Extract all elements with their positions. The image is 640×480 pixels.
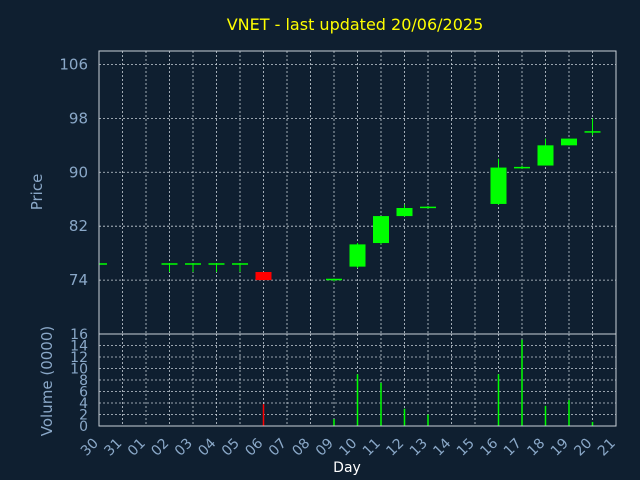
day-axis-label: Day (333, 460, 361, 476)
price-axis-label: Price (28, 174, 46, 211)
candle-body (561, 138, 577, 146)
day-tick-label: 08 (289, 436, 313, 460)
day-tick-label: 06 (242, 435, 266, 459)
day-tick-label: 01 (125, 436, 149, 460)
volume-bar (380, 382, 382, 426)
candle-body (584, 131, 601, 133)
price-tick-label: 74 (69, 271, 88, 289)
day-tick-label: 19 (548, 436, 572, 460)
volume-tick-label: 12 (70, 350, 88, 366)
day-tick-label: 30 (78, 436, 102, 460)
candle-body (99, 263, 107, 265)
day-tick-label: 31 (101, 436, 125, 460)
day-tick-label: 12 (383, 436, 407, 460)
day-tick-label: 04 (195, 435, 219, 459)
day-tick-label: 14 (430, 435, 454, 459)
price-tick-label: 82 (69, 217, 88, 235)
candle-body (185, 263, 201, 265)
candle-body (514, 166, 530, 169)
day-tick-label: 03 (172, 436, 196, 460)
candle-body (161, 263, 178, 265)
volume-bar (356, 374, 359, 426)
candles (99, 118, 601, 282)
volume-bar (591, 421, 594, 426)
volume-tick-label: 4 (79, 396, 88, 412)
volume-bars (262, 339, 594, 426)
day-tick-label: 18 (524, 436, 548, 460)
volume-bar (497, 374, 500, 426)
volume-bar (262, 404, 265, 426)
volume-bar (403, 408, 406, 426)
price-grid (99, 51, 616, 334)
volume-tick-label: 6 (79, 385, 88, 401)
volume-tick-label: 14 (70, 339, 88, 355)
candle-body (349, 244, 366, 267)
volume-tick-label: 0 (79, 419, 88, 435)
volume-bar (568, 400, 570, 426)
candle-body (373, 216, 389, 244)
volume-bar (427, 414, 429, 426)
volume-bar (333, 419, 335, 426)
day-tick-label: 20 (571, 436, 595, 460)
candle-body (490, 167, 507, 204)
day-tick-label: 11 (360, 436, 384, 460)
volume-bar (521, 339, 523, 426)
volume-tick-label: 16 (70, 327, 88, 343)
price-tick-label: 106 (59, 55, 88, 73)
volume-tick-label: 8 (79, 373, 88, 389)
candle-body (255, 272, 272, 281)
candle-body (326, 278, 342, 281)
price-tick-label: 90 (69, 163, 88, 181)
candle-body (232, 263, 248, 265)
day-tick-label: 07 (266, 436, 290, 460)
candle-body (396, 207, 413, 217)
price-tick-label: 98 (69, 109, 88, 127)
day-tick-label: 16 (477, 435, 501, 459)
day-tick-label: 10 (336, 436, 360, 460)
volume-axis-label: Volume (0000) (38, 326, 56, 436)
volume-tick-label: 10 (70, 362, 88, 378)
volume-bar (544, 405, 547, 426)
day-tick-label: 05 (219, 436, 243, 460)
chart-title: VNET - last updated 20/06/2025 (227, 15, 484, 34)
day-tick-label: 21 (595, 436, 619, 460)
day-tick-label: 13 (407, 436, 431, 460)
day-tick-label: 09 (313, 436, 337, 460)
candle-body (208, 263, 225, 265)
day-tick-label: 15 (454, 436, 478, 460)
volume-panel-frame (98, 333, 617, 427)
candle-body (537, 145, 554, 166)
volume-tick-label: 2 (79, 408, 88, 424)
candle-body (420, 206, 436, 209)
day-tick-label: 17 (501, 436, 525, 460)
day-tick-label: 02 (148, 436, 172, 460)
